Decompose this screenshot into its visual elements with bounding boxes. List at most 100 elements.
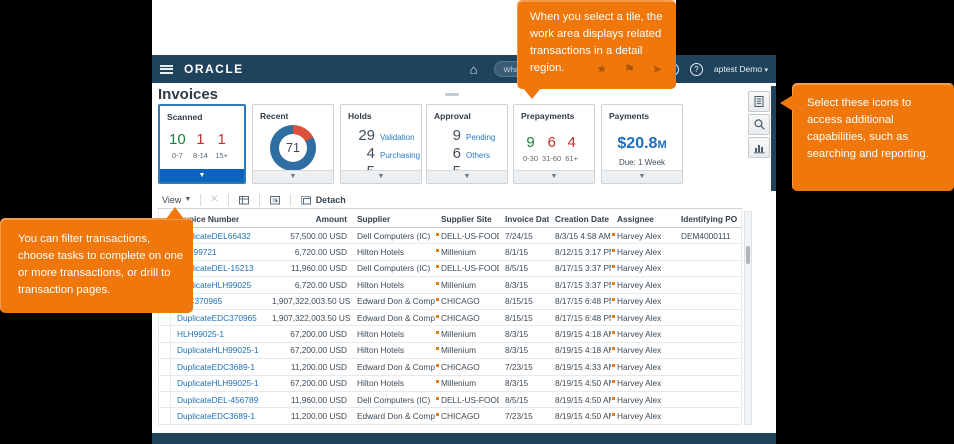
row-selector[interactable] — [159, 391, 171, 408]
tile-scanned[interactable]: Scanned 10 0-7 1 8-14 1 15+ ▼ — [158, 104, 246, 184]
tasks-panel-icon[interactable] — [748, 91, 770, 112]
invoice-number-link[interactable]: DuplicateEDC3689-1 — [177, 361, 255, 372]
amount-cell: 6,720.00 USD — [294, 279, 347, 290]
invoice-number-link[interactable]: DuplicateHLH99025-1 — [177, 345, 259, 356]
table-row[interactable]: DuplicateEDC3689-1 11,200.00 USD Edward … — [159, 408, 741, 425]
table-row[interactable]: EDC370965 1,907,322,003.50 USD Edward Do… — [159, 293, 741, 310]
table-row[interactable]: HLH99721 6,720.00 USD Hilton Hotels Mill… — [159, 244, 741, 261]
table-row[interactable]: DuplicateHLH99025-1 67,200.00 USD Hilton… — [159, 375, 741, 392]
supplier-site-cell: Millenium — [435, 329, 499, 339]
supplier-cell: Hilton Hotels — [357, 279, 405, 290]
oracle-logo: ORACLE — [184, 62, 244, 76]
callout-filter-note: You can filter transactions, choose task… — [0, 207, 193, 313]
callout-text: When you select a tile, the work area di… — [530, 11, 663, 75]
invoice-number-link[interactable]: DuplicateHLH99025 — [177, 279, 252, 290]
tile-expand-arrow[interactable]: ▼ — [253, 170, 333, 183]
table-row[interactable]: DuplicateDEL-15213 11,960.00 USD Dell Co… — [159, 260, 741, 278]
table-toolbar: View ▼ ✕ Detach — [158, 191, 742, 209]
col-assignee[interactable]: Assignee — [617, 214, 654, 224]
invoice-number-link[interactable]: EDC370965 — [177, 296, 223, 307]
approval-link[interactable]: Others — [466, 151, 491, 160]
hold-link[interactable]: Purchasing — [380, 151, 421, 160]
invoice-number-link[interactable]: DuplicateEDC3689-1 — [177, 410, 255, 421]
home-icon[interactable]: ⌂ — [469, 61, 478, 77]
callout-icons-note: Select these icons to access additional … — [780, 83, 954, 191]
detach-button[interactable]: Detach — [300, 194, 346, 206]
supplier-cell: Hilton Hotels — [357, 378, 405, 389]
tile-title: Recent — [260, 111, 289, 121]
assignee-cell: Harvey Alex — [611, 247, 675, 257]
invoice-number-link[interactable]: DuplicateDEL66432 — [177, 230, 251, 241]
tile-title: Prepayments — [521, 111, 575, 121]
row-selector[interactable] — [159, 408, 171, 424]
creation-date-cell: 8/19/15 4:50 AM — [555, 394, 611, 405]
scrollbar-thumb[interactable] — [746, 246, 750, 264]
row-selector[interactable] — [159, 375, 171, 391]
tile-title: Holds — [348, 111, 372, 121]
navigator-menu-icon[interactable] — [160, 64, 173, 74]
creation-date-cell: 8/19/15 4:18 AM — [555, 345, 611, 356]
invoice-number-link[interactable]: DuplicateDEL-15213 — [177, 263, 254, 274]
table-row[interactable]: HLH99025-1 67,200.00 USD Hilton Hotels M… — [159, 326, 741, 343]
tile-expand-arrow[interactable]: ▼ — [427, 170, 507, 183]
tile-payments[interactable]: Payments $20.8M Due: 1 Week ▼ — [601, 104, 683, 184]
wrap-text-icon[interactable] — [269, 194, 281, 206]
row-selector[interactable] — [159, 309, 171, 326]
identifying-po-cell: DEM4000111 — [681, 230, 731, 241]
invoice-number-link[interactable]: DuplicateDEL-456789 — [177, 394, 259, 405]
help-icon[interactable]: ? — [689, 62, 703, 76]
col-supplier-site[interactable]: Supplier Site — [441, 214, 492, 224]
tile-expand-arrow[interactable]: ▼ — [160, 169, 244, 182]
chevron-down-icon: ▾ — [764, 67, 768, 74]
approval-link[interactable]: Pending — [466, 133, 496, 142]
col-identifying-po[interactable]: Identifying PO — [681, 214, 738, 224]
scanned-buckets: 10 0-7 1 8-14 1 15+ — [160, 122, 244, 160]
col-amount[interactable]: Amount — [315, 214, 347, 224]
invoice-number-link[interactable]: HLH99025-1 — [177, 329, 225, 340]
table-row[interactable]: DuplicateHLH99025 6,720.00 USD Hilton Ho… — [159, 277, 741, 294]
invoice-number-link[interactable]: DuplicateHLH99025-1 — [177, 378, 259, 389]
creation-date-cell: 8/19/15 4:33 AM — [555, 361, 611, 372]
row-selector[interactable] — [159, 326, 171, 342]
bucket-label: 15+ — [215, 151, 228, 160]
bucket-label: 8-14 — [192, 151, 208, 160]
supplier-cell: Edward Don & Company — [357, 410, 435, 421]
table-row[interactable]: DuplicateEDC3689-1 11,200.00 USD Edward … — [159, 359, 741, 376]
hold-link[interactable]: Validation — [380, 133, 415, 142]
col-invoice-date[interactable]: Invoice Date — [505, 214, 549, 224]
delete-icon[interactable]: ✕ — [210, 194, 219, 205]
panel-splitter-edge[interactable] — [771, 86, 776, 191]
col-invoice-number[interactable]: Invoice Number — [177, 214, 240, 224]
row-selector[interactable] — [159, 342, 171, 359]
table-row[interactable]: DuplicateDEL66432 57,500.00 USD Dell Com… — [159, 228, 741, 245]
page-title: Invoices — [158, 86, 219, 103]
bucket-label: 0-7 — [171, 151, 183, 160]
col-creation-date[interactable]: Creation Date — [555, 214, 609, 224]
row-selector[interactable] — [159, 359, 171, 375]
amount-cell: 11,200.00 USD — [290, 410, 347, 421]
search-panel-icon[interactable] — [748, 114, 770, 135]
reports-panel-icon[interactable] — [748, 137, 770, 158]
freeze-columns-icon[interactable] — [238, 194, 250, 206]
table-row[interactable]: DuplicateHLH99025-1 67,200.00 USD Hilton… — [159, 342, 741, 360]
invoice-number-link[interactable]: DuplicateEDC370965 — [177, 312, 257, 323]
view-menu-button[interactable]: View ▼ — [162, 194, 192, 205]
invoice-date-cell: 7/24/15 — [505, 230, 533, 241]
table-row[interactable]: DuplicateDEL-456789 11,960.00 USD Dell C… — [159, 391, 741, 409]
table-scrollbar[interactable] — [744, 211, 752, 425]
tile-expand-arrow[interactable]: ▼ — [602, 170, 682, 183]
table-row[interactable]: DuplicateEDC370965 1,907,322,003.50 USD … — [159, 309, 741, 327]
supplier-cell: Hilton Hotels — [357, 345, 405, 356]
invoice-number-link[interactable]: HLH99721 — [177, 247, 217, 258]
tile-recent[interactable]: Recent 71 ▼ — [252, 104, 334, 184]
assignee-cell: Harvey Alex — [611, 280, 675, 290]
tile-expand-arrow[interactable]: ▼ — [514, 170, 594, 183]
user-menu[interactable]: aptest Demo ▾ — [713, 64, 768, 74]
panel-collapse-handle[interactable] — [445, 93, 459, 96]
tile-expand-arrow[interactable]: ▼ — [341, 170, 421, 183]
header-right-cluster: ? aptest Demo ▾ — [665, 62, 768, 76]
tile-prepayments[interactable]: Prepayments 9 0-30 6 31-60 4 61+ ▼ — [513, 104, 595, 184]
col-supplier[interactable]: Supplier — [357, 214, 391, 224]
